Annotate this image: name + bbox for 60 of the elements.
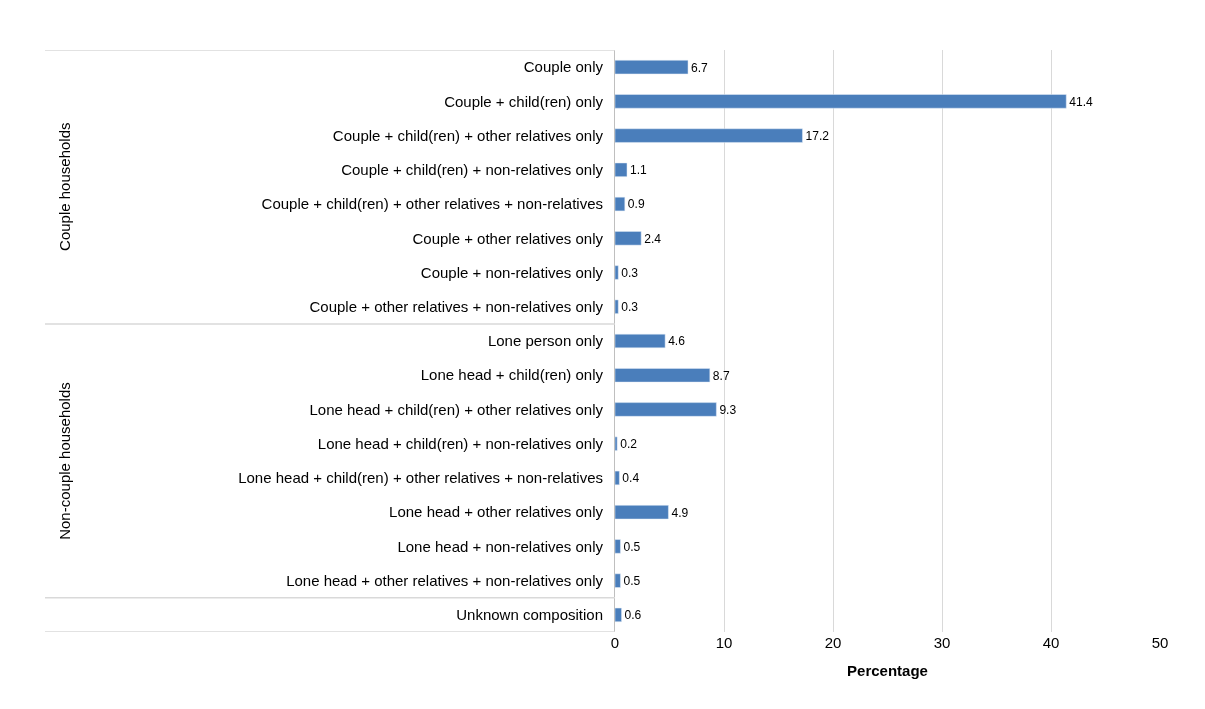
- y-tick-label: Lone head + child(ren) only: [420, 366, 604, 384]
- x-tick-label: 40: [1042, 634, 1060, 651]
- bar: [615, 265, 619, 280]
- data-label: 0.5: [623, 539, 641, 554]
- data-label: 0.2: [620, 437, 638, 452]
- data-label: 0.3: [621, 265, 639, 280]
- bar: [615, 607, 622, 622]
- y-tick-label: Couple + child(ren) + other relatives + non-relatives: [261, 195, 603, 213]
- x-tick-label: 0: [610, 634, 620, 651]
- y-tick-label: Couple + non-relatives only: [420, 263, 604, 281]
- data-label: 41.4: [1069, 94, 1094, 109]
- bar: [615, 162, 628, 177]
- data-label: 17.2: [805, 129, 830, 144]
- bar: [615, 128, 803, 143]
- bar: [615, 436, 618, 451]
- text: Non-couple households: [56, 382, 74, 540]
- x-tick-label: 10: [715, 634, 733, 651]
- data-label: 8.7: [712, 368, 730, 383]
- y-tick-label: Lone person only: [487, 332, 604, 350]
- data-label: 2.4: [644, 231, 662, 246]
- y-tick-label: Couple + other relatives only: [412, 229, 604, 247]
- y-tick-label: Lone head + child(ren) + non-relatives only: [317, 434, 604, 452]
- data-label: 0.3: [621, 300, 639, 315]
- data-label: 1.1: [630, 163, 648, 178]
- bar: [615, 60, 689, 75]
- x-tick-label: 20: [824, 634, 842, 651]
- data-label: 4.6: [668, 334, 686, 349]
- y-tick-label: Lone head + child(ren) + other relatives + non-relatives: [238, 469, 603, 487]
- data-label: 0.9: [627, 197, 645, 212]
- y-tick-label: Lone head + other relatives only: [389, 503, 604, 521]
- bar: [615, 231, 642, 246]
- y-tick-label: Couple + child(ren) only: [444, 92, 604, 110]
- bar: [615, 470, 620, 486]
- text: Couple households: [56, 122, 74, 251]
- data-label: 0.6: [624, 608, 642, 623]
- y-tick-label: Couple only: [523, 58, 604, 76]
- data-label: 0.5: [623, 574, 641, 589]
- x-tick-label: 30: [933, 634, 951, 651]
- y-tick-label: Lone head + non-relatives only: [397, 537, 604, 555]
- bar: [615, 573, 621, 588]
- bar: [615, 402, 717, 417]
- bar: [615, 333, 666, 349]
- data-label: 9.3: [719, 402, 737, 417]
- y-tick-label: Couple + other relatives + non-relatives only: [309, 298, 604, 316]
- data-label: 4.9: [671, 505, 689, 520]
- bar: [615, 368, 711, 383]
- data-label: 0.4: [622, 471, 640, 486]
- bar: [615, 94, 1067, 109]
- y-tick-label: Couple + child(ren) + other relatives only: [332, 126, 604, 144]
- data-label: 6.7: [691, 60, 709, 75]
- y-tick-label: Lone head + other relatives + non-relatives only: [286, 571, 604, 589]
- bar: [615, 299, 619, 314]
- x-axis-title: Percentage: [847, 662, 928, 679]
- y-tick-label: Lone head + child(ren) + other relatives only: [309, 400, 604, 418]
- bar: [615, 505, 669, 520]
- bar: [615, 539, 621, 554]
- y-tick-label: Couple + child(ren) + non-relatives only: [341, 161, 604, 179]
- y-tick-label: Unknown composition: [456, 606, 603, 624]
- bar: [615, 196, 626, 212]
- x-tick-label: 50: [1151, 634, 1169, 651]
